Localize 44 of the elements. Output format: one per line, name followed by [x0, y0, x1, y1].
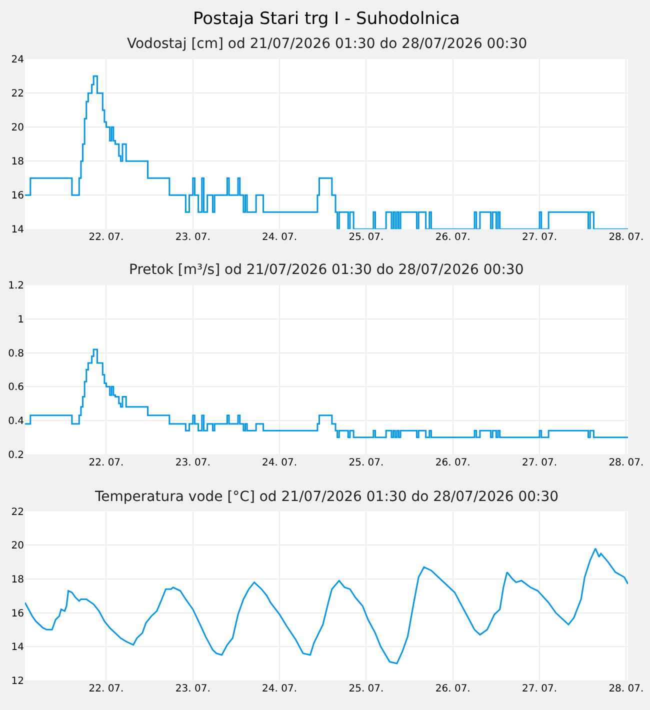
x-tick-label: 26. 07. [435, 457, 470, 468]
x-tick-label: 24. 07. [262, 457, 298, 468]
x-tick-label: 28. 07. [608, 457, 644, 468]
y-tick-label: 14 [11, 642, 24, 654]
line-series [25, 548, 628, 664]
y-tick-label: 18 [11, 156, 24, 168]
y-tick-label: 0.6 [8, 382, 24, 394]
x-tick-label: 24. 07. [262, 683, 298, 694]
y-tick-label: 12 [11, 676, 24, 687]
x-tick-label: 28. 07. [608, 232, 644, 244]
x-tick-label: 26. 07. [435, 683, 470, 694]
y-tick-label: 18 [11, 574, 24, 586]
x-tick-label: 26. 07. [435, 232, 470, 244]
x-tick-label: 23. 07. [175, 683, 210, 694]
x-tick-label: 25. 07. [348, 232, 384, 244]
x-tick-label: 27. 07. [522, 683, 558, 694]
y-tick-label: 16 [11, 190, 24, 202]
chart-title: Postaja Stari trg I - Suhodolnica [193, 9, 460, 29]
y-tick-label: 0.8 [8, 348, 24, 360]
y-tick-label: 0.4 [8, 416, 24, 427]
y-tick-label: 22 [11, 506, 24, 518]
x-tick-label: 24. 07. [262, 232, 298, 244]
y-tick-label: 22 [11, 88, 24, 100]
x-tick-label: 23. 07. [175, 232, 210, 244]
chart-subtitle: Vodostaj [cm] od 21/07/2026 01:30 do 28/07/2026 00:30 [127, 36, 528, 52]
y-tick-label: 14 [11, 224, 24, 236]
y-tick-label: 24 [11, 54, 24, 66]
y-tick-label: 16 [11, 608, 24, 620]
chart-subtitle: Temperatura vode [°C] od 21/07/2026 01:30 do 28/07/2026 00:30 [94, 489, 559, 505]
x-tick-label: 25. 07. [348, 457, 384, 468]
y-tick-label: 1 [18, 314, 24, 326]
y-tick-label: 20 [11, 122, 24, 134]
x-tick-label: 22. 07. [88, 457, 124, 468]
y-tick-label: 0.2 [8, 450, 24, 461]
x-tick-label: 27. 07. [522, 457, 558, 468]
y-tick-label: 20 [11, 540, 24, 552]
x-tick-label: 23. 07. [175, 457, 210, 468]
chart-subtitle: Pretok [m³/s] od 21/07/2026 01:30 do 28/07/2026 00:30 [129, 262, 524, 278]
x-tick-label: 22. 07. [88, 683, 124, 694]
x-tick-label: 28. 07. [608, 683, 644, 694]
y-tick-label: 1.2 [8, 280, 24, 292]
x-tick-label: 25. 07. [348, 683, 384, 694]
x-tick-label: 27. 07. [522, 232, 558, 244]
x-tick-label: 22. 07. [88, 232, 124, 244]
